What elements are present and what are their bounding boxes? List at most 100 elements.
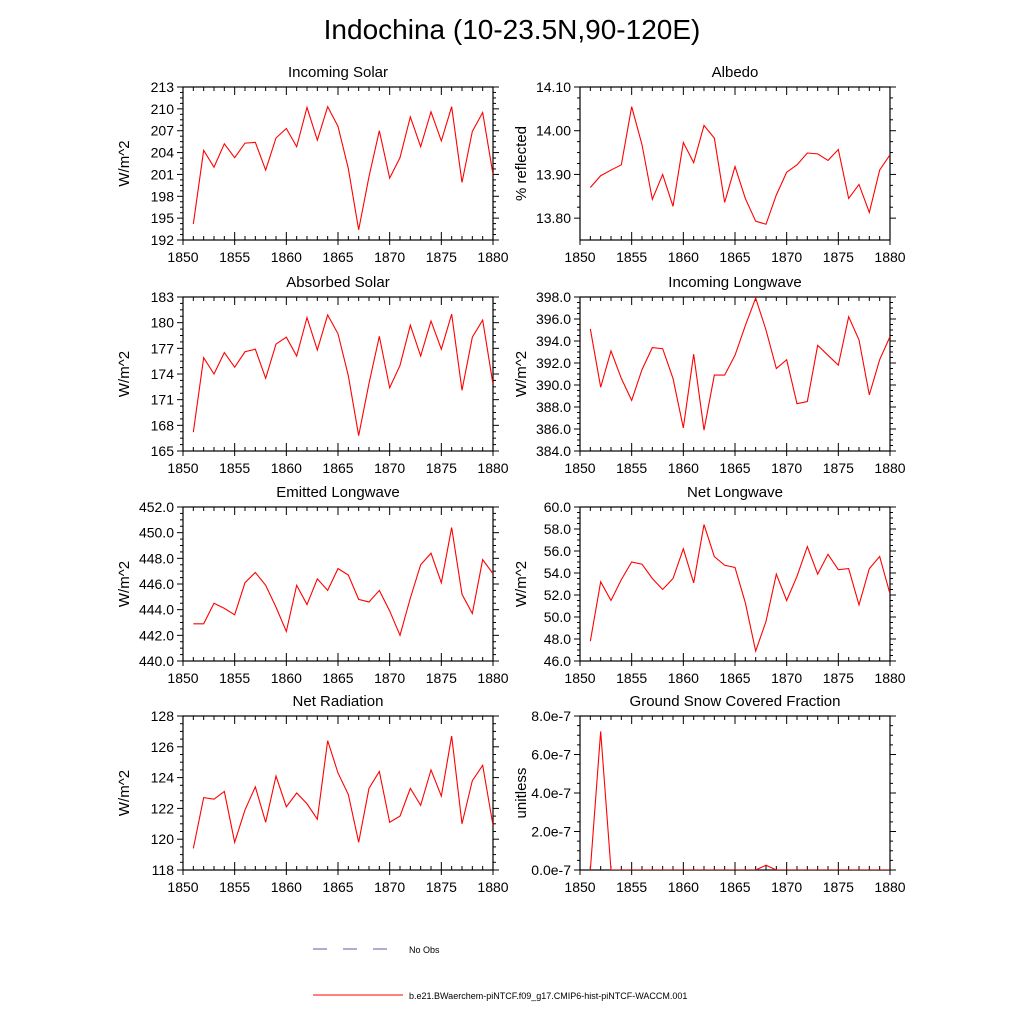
y-tick-label: 394.0 [536, 333, 571, 349]
y-tick-label: 60.0 [544, 499, 571, 515]
x-tick-label: 1850 [564, 460, 595, 476]
x-tick-label: 1870 [771, 879, 802, 895]
x-tick-label: 1875 [823, 460, 854, 476]
y-tick-label: 165 [151, 443, 175, 459]
series-line [589, 524, 890, 654]
y-tick-label: 183 [151, 289, 175, 305]
x-tick-label: 1860 [271, 249, 302, 265]
y-tick-label: 128 [151, 708, 175, 724]
x-tick-label: 1880 [874, 670, 905, 686]
y-tick-label: 204 [151, 145, 175, 161]
x-tick-label: 1875 [426, 249, 457, 265]
x-tick-label: 1870 [374, 249, 405, 265]
x-tick-label: 1850 [167, 670, 198, 686]
y-tick-label: 180 [151, 315, 175, 331]
panel-1: 1850 1855 1860 1865 1870 1875 1880 192 195 198 201… [116, 64, 509, 265]
y-tick-label: 48.0 [544, 631, 571, 647]
x-tick-label: 1880 [477, 249, 508, 265]
y-tick-label: 13.80 [536, 210, 571, 226]
y-tick-label: 452.0 [139, 499, 174, 515]
y-axis-label: W/m^2 [116, 351, 133, 397]
panel-title: Incoming Longwave [668, 274, 801, 291]
panel-title: Ground Snow Covered Fraction [630, 693, 841, 710]
y-tick-label: 122 [151, 800, 175, 816]
panel-8: 1850 1855 1860 1865 1870 1875 1880 0.0e-7 2.0e-7… [513, 693, 906, 895]
x-tick-label: 1870 [374, 879, 405, 895]
y-axis-label: W/m^2 [116, 140, 133, 186]
plot-frame [182, 506, 494, 662]
series-line [192, 105, 493, 230]
y-tick-label: 446.0 [139, 576, 174, 592]
x-tick-label: 1855 [219, 249, 250, 265]
y-tick-label: 58.0 [544, 521, 571, 537]
x-tick-label: 1855 [616, 879, 647, 895]
x-tick-label: 1875 [426, 460, 457, 476]
y-tick-label: 442.0 [139, 627, 174, 643]
panel-7: 1850 1855 1860 1865 1870 1875 1880 118 120 122 124… [116, 693, 509, 895]
x-tick-label: 1850 [167, 879, 198, 895]
panel-title: Absorbed Solar [286, 274, 389, 291]
x-tick-label: 1855 [219, 460, 250, 476]
y-tick-label: 8.0e-7 [531, 708, 571, 724]
y-axis-label: W/m^2 [513, 561, 530, 607]
x-tick-label: 1865 [322, 460, 353, 476]
x-tick-label: 1880 [874, 879, 905, 895]
y-tick-label: 14.00 [536, 123, 571, 139]
x-tick-label: 1880 [477, 879, 508, 895]
y-tick-label: 396.0 [536, 311, 571, 327]
x-tick-label: 1880 [477, 670, 508, 686]
x-tick-label: 1860 [668, 879, 699, 895]
y-axis-label: W/m^2 [116, 770, 133, 816]
panel-title: Net Longwave [687, 484, 783, 501]
plot-frame [182, 86, 494, 241]
legend: No Obs b.e21.BWaerchem-piNTCF.f09_g17.CMI… [313, 945, 687, 1001]
y-tick-label: 6.0e-7 [531, 747, 571, 763]
y-tick-label: 192 [151, 232, 175, 248]
x-tick-label: 1875 [823, 879, 854, 895]
legend-label-no-obs: No Obs [409, 945, 440, 955]
y-tick-label: 177 [151, 340, 175, 356]
y-tick-label: 46.0 [544, 653, 571, 669]
panel-2: 1850 1855 1860 1865 1870 1875 1880 13.80 13.90 14… [513, 64, 906, 265]
x-tick-label: 1865 [322, 249, 353, 265]
x-tick-label: 1865 [322, 879, 353, 895]
plot-frame [182, 715, 494, 871]
x-tick-label: 1855 [616, 249, 647, 265]
x-tick-label: 1880 [477, 460, 508, 476]
x-tick-label: 1880 [874, 460, 905, 476]
x-tick-label: 1855 [219, 670, 250, 686]
y-tick-label: 50.0 [544, 609, 571, 625]
y-tick-label: 168 [151, 417, 175, 433]
y-tick-label: 390.0 [536, 377, 571, 393]
plot-frame [579, 506, 891, 662]
x-tick-label: 1870 [771, 249, 802, 265]
x-tick-label: 1865 [322, 670, 353, 686]
x-tick-label: 1855 [616, 670, 647, 686]
x-tick-label: 1865 [719, 879, 750, 895]
x-tick-label: 1865 [719, 670, 750, 686]
y-tick-label: 386.0 [536, 421, 571, 437]
panel-3: 1850 1855 1860 1865 1870 1875 1880 165 168 171 174… [116, 274, 509, 476]
series-line [589, 731, 890, 870]
y-tick-label: 171 [151, 392, 175, 408]
y-tick-label: 4.0e-7 [531, 785, 571, 801]
series-line [193, 527, 493, 637]
x-tick-label: 1860 [668, 460, 699, 476]
series-line [192, 735, 493, 849]
x-tick-label: 1865 [719, 249, 750, 265]
panel-title: Emitted Longwave [276, 484, 399, 501]
x-tick-label: 1855 [616, 460, 647, 476]
x-tick-label: 1860 [271, 670, 302, 686]
panel-title: Net Radiation [293, 693, 384, 710]
y-tick-label: 388.0 [536, 399, 571, 415]
y-tick-label: 174 [151, 366, 175, 382]
y-tick-label: 120 [151, 831, 175, 847]
y-tick-label: 56.0 [544, 543, 571, 559]
figure-title: Indochina (10-23.5N,90-120E) [323, 14, 701, 45]
panel-5: 1850 1855 1860 1865 1870 1875 1880 440.0 442.0 44… [116, 484, 509, 686]
y-axis-label: unitless [513, 768, 530, 819]
series-line [589, 297, 890, 431]
y-axis-label: % reflected [513, 126, 530, 201]
x-tick-label: 1870 [771, 670, 802, 686]
